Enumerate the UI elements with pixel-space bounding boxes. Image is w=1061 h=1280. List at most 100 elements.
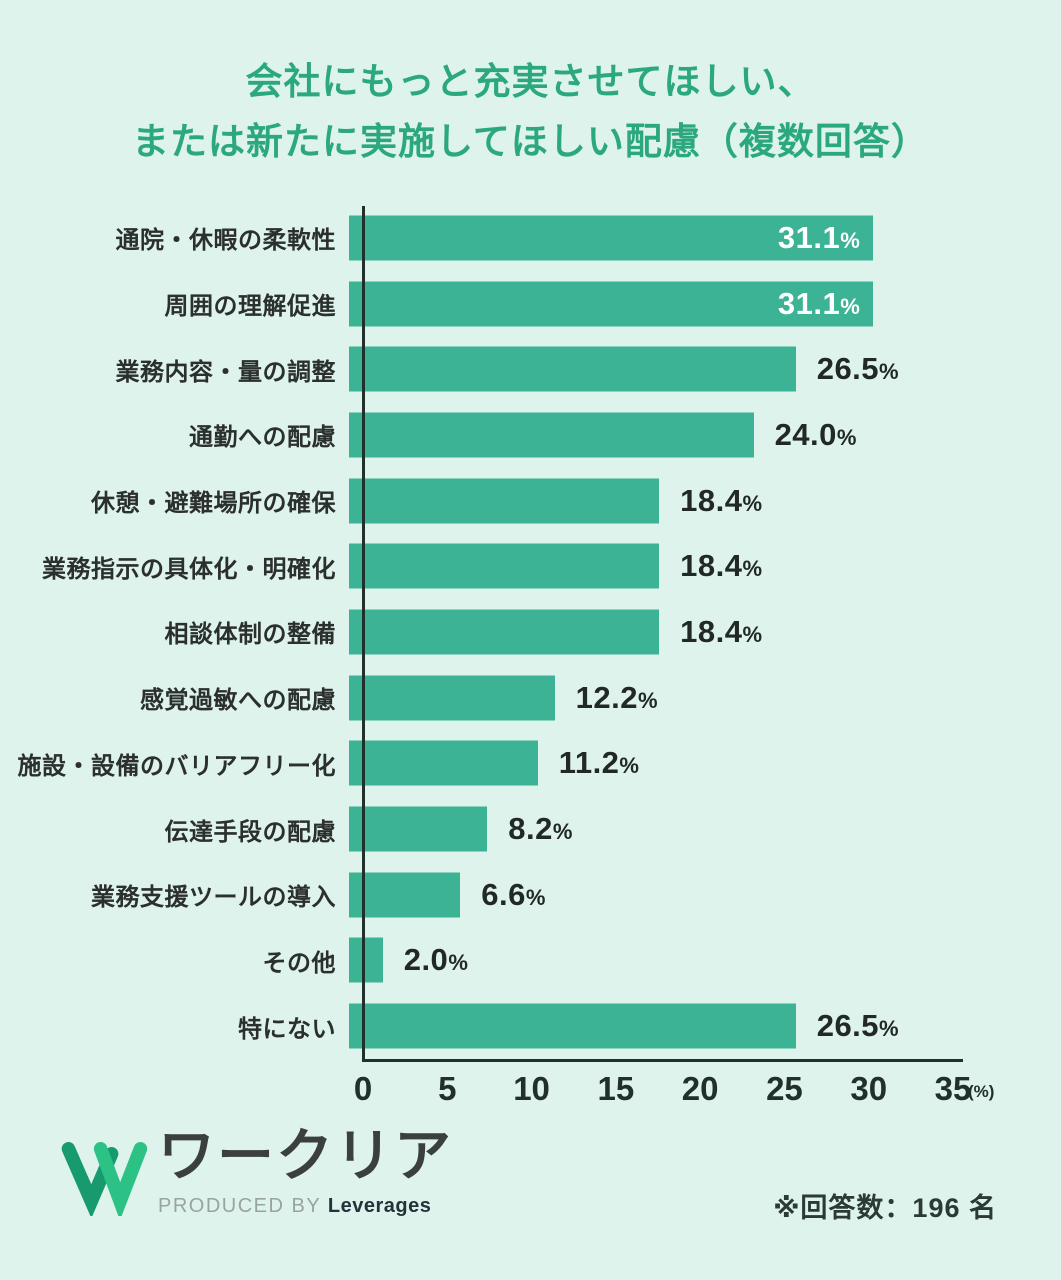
chart-row: 業務内容・量の調整 26.5% [0,336,1061,402]
logo-text-column: ワークリア PRODUCED BY Leverages [158,1128,453,1218]
x-axis-line [362,1059,963,1062]
bar [349,1003,796,1049]
chart-title-line2: または新たに実施してほしい配慮（複数回答） [132,120,929,162]
bar-value-number: 18.4 [680,613,743,649]
x-axis-tick-label: 20 [681,1070,719,1107]
bar-value-label: 24.0% [775,417,857,453]
bar-value-label: 8.2% [508,811,573,847]
bar-value-number: 24.0 [774,416,837,452]
chart-row: 特にない 26.5% [0,993,1061,1059]
produced-by-label: PRODUCED BY [158,1195,328,1217]
category-label: 業務支援ツールの導入 [91,884,336,912]
x-axis-tick-label: 0 [353,1070,373,1107]
bar-chart: 通院・休暇の柔軟性 31.1% 周囲の理解促進 31.1% 業務内容・量の調整 26.5%… [0,205,1061,1059]
category-label: 感覚過敏への配慮 [140,687,336,715]
bar [349,740,538,786]
bar [349,806,488,852]
x-axis-tick-label: 10 [513,1070,550,1107]
percent-sign: % [840,293,861,319]
percent-sign: % [638,687,659,713]
x-axis-unit: (%) [968,1082,995,1101]
bar [349,543,660,589]
bar-track: 18.4% [349,599,1049,665]
company-name: Leverages [327,1195,432,1217]
x-axis-tick-label: 25 [766,1070,803,1107]
chart-title-line1: 会社にもっと充実させてほしい、 [245,61,816,102]
bar-value-label: 2.0% [404,942,469,978]
bar-value-label: 18.4% [680,483,762,519]
category-label: 相談体制の整備 [164,621,336,649]
y-axis-line [362,206,365,1062]
percent-sign: % [879,1016,900,1042]
bar-track: 18.4% [349,533,1049,599]
chart-row: 伝達手段の配慮 8.2% [0,796,1061,862]
bar-track: 8.2% [349,796,1049,862]
category-label: 業務指示の具体化・明確化 [42,555,336,583]
bar-track: 31.1% [349,271,1049,337]
bar-value-label: 31.1% [778,286,860,322]
bar [349,281,874,327]
category-label: 通院・休暇の柔軟性 [115,227,336,255]
category-label: 休憩・避難場所の確保 [91,490,336,518]
bar-value-label: 6.6% [481,877,546,913]
chart-row: 通院・休暇の柔軟性 31.1% [0,205,1061,271]
chart-row: 施設・設備のバリアフリー化 11.2% [0,731,1061,797]
bar-value-label: 12.2% [576,680,658,716]
chart-row: 通勤への配慮 24.0% [0,402,1061,468]
bar-value-label: 18.4% [680,548,762,584]
bar-value-label: 26.5% [817,1008,899,1044]
bar-track: 12.2% [349,665,1049,731]
bar-value-number: 26.5 [816,351,880,387]
bar-track: 26.5% [349,336,1049,402]
chart-title: 会社にもっと充実させてほしい、 または新たに実施してほしい配慮（複数回答） [0,52,1061,172]
bar-track: 31.1% [349,205,1049,271]
bar [349,872,461,918]
bar-value-number: 8.2 [508,811,553,847]
bar-track: 2.0% [349,928,1049,994]
x-axis-tick-label: 30 [850,1070,888,1107]
x-axis-ticks: 0 5 10 15 20 25 30 35 [354,1070,1003,1110]
chart-row: 休憩・避難場所の確保 18.4% [0,468,1061,534]
percent-sign: % [742,621,763,647]
percent-sign: % [619,753,640,779]
bar [349,346,796,392]
bar-value-number: 31.1 [777,219,841,255]
percent-sign: % [836,424,857,450]
category-label: 特にない [238,1015,336,1043]
category-label: その他 [262,949,336,977]
workria-logo: ワークリア PRODUCED BY Leverages [60,1128,453,1218]
percent-sign: % [525,884,546,910]
logo-subline: PRODUCED BY Leverages [158,1195,453,1218]
category-label: 施設・設備のバリアフリー化 [17,752,336,780]
x-axis-tick-label: 15 [597,1070,635,1107]
x-axis-tick-label: 35 [934,1070,972,1107]
x-axis-tick-label: 5 [438,1070,457,1107]
bar-value-number: 12.2 [575,679,638,715]
bar-value-number: 26.5 [816,1008,880,1044]
bar-track: 24.0% [349,402,1049,468]
percent-sign: % [879,359,900,385]
bar [349,675,555,721]
bar-value-number: 18.4 [680,482,743,518]
logo-wordmark: ワークリア [158,1124,453,1188]
percent-sign: % [552,819,573,845]
chart-row: 業務指示の具体化・明確化 18.4% [0,533,1061,599]
chart-row: 周囲の理解促進 31.1% [0,271,1061,337]
bar [349,478,660,524]
bar-value-label: 26.5% [817,351,899,387]
category-label: 伝達手段の配慮 [164,818,336,846]
percent-sign: % [742,490,763,516]
bar-value-label: 11.2% [559,745,640,781]
bar [349,937,383,983]
bar-track: 18.4% [349,468,1049,534]
bar-value-number: 31.1 [777,285,841,321]
bar [349,215,874,261]
bar-value-number: 2.0 [403,942,449,978]
bar-value-label: 18.4% [680,614,762,650]
bar-value-number: 11.2 [558,745,620,781]
chart-row: 業務支援ツールの導入 6.6% [0,862,1061,928]
workria-w-icon [61,1142,148,1216]
bar-value-number: 18.4 [680,548,743,584]
bar-value-number: 6.6 [481,876,526,912]
